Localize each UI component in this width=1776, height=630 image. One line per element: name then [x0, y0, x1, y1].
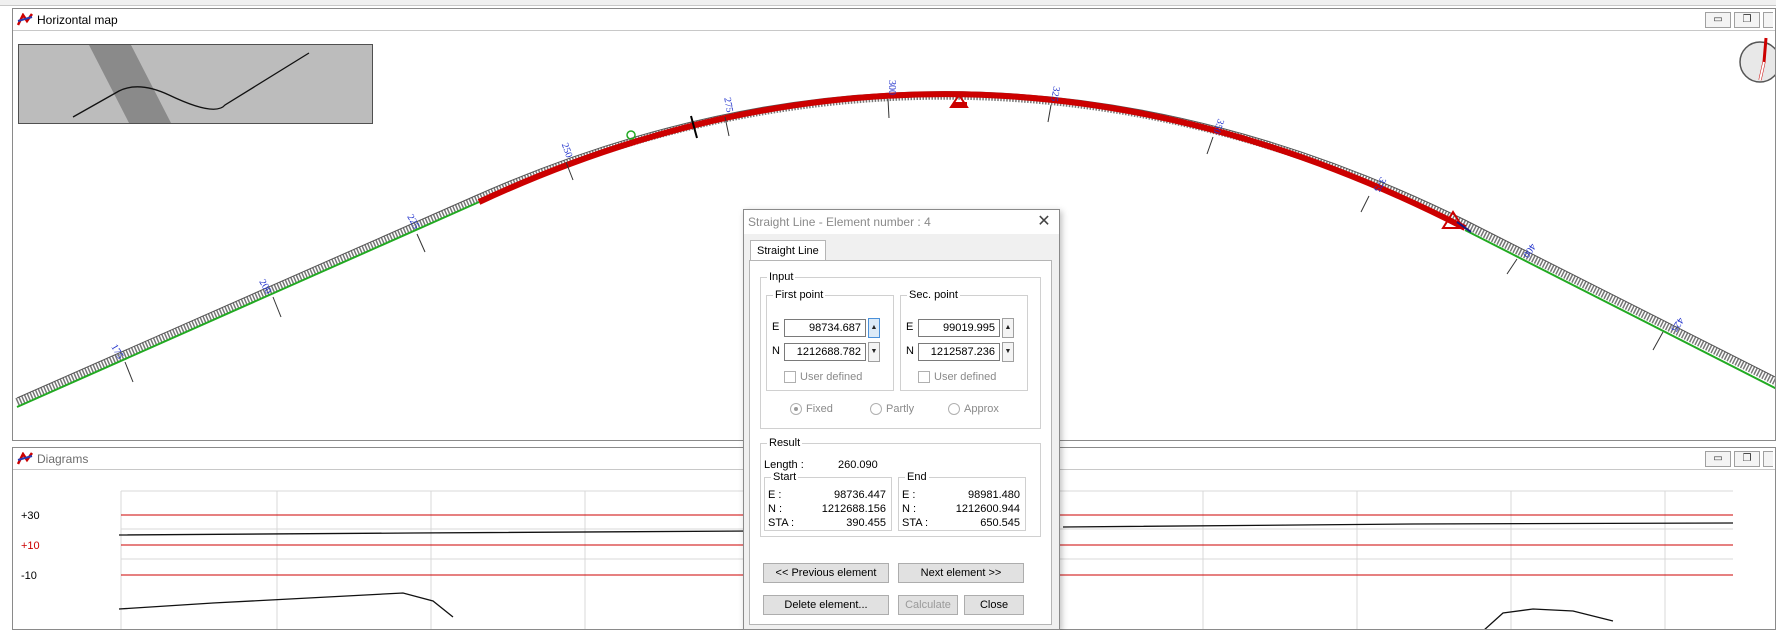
start-n-label: N : [768, 503, 783, 515]
window-title: Diagrams [37, 451, 89, 466]
spin-down-button[interactable]: ▼ [868, 342, 880, 362]
start-n-value: 1212688.156 [821, 503, 886, 515]
overview-minimap[interactable] [18, 44, 373, 124]
app-logo-icon [17, 451, 33, 465]
restore-button[interactable]: ❐ [1734, 451, 1760, 467]
station-label: 250 [559, 142, 574, 160]
sec-point-legend: Sec. point [909, 289, 958, 301]
sec-point-group: Sec. point [900, 289, 1028, 391]
length-label: Length : [764, 459, 804, 471]
y-axis-label: +10 [21, 540, 40, 552]
checkbox-box [784, 371, 796, 383]
end-sta-label: STA : [902, 517, 929, 529]
next-element-button[interactable]: Next element >> [898, 563, 1024, 583]
end-group: End [898, 471, 1026, 531]
radio-circle [790, 403, 802, 415]
radio-circle [870, 403, 882, 415]
sec-point-e-field[interactable]: 99019.995 [918, 319, 1000, 337]
first-e-label: E [772, 321, 780, 333]
curve-element [477, 91, 1467, 231]
station-label: 350 [1210, 117, 1225, 135]
delete-element-button[interactable]: Delete element... [763, 595, 889, 615]
checkbox-label: User defined [934, 371, 997, 383]
tangent-right [1464, 229, 1775, 390]
result-group: Result [760, 437, 1041, 537]
checkbox-label: User defined [800, 371, 863, 383]
straight-line-dialog: Straight Line - Element number : 4 ✕ Str… [743, 209, 1060, 630]
radio-label: Approx [964, 403, 999, 415]
first-n-label: N [772, 345, 780, 357]
first-point-n-field[interactable]: 1212688.782 [784, 343, 866, 361]
start-legend: Start [773, 471, 797, 483]
first-user-defined-checkbox[interactable]: User defined [784, 371, 862, 383]
close-icon[interactable]: ✕ [1037, 213, 1051, 230]
first-point-e-field[interactable]: 98734.687 [784, 319, 866, 337]
end-e-value: 98981.480 [968, 489, 1020, 501]
spin-up-button[interactable]: ▲ [868, 318, 880, 338]
length-value: 260.090 [838, 459, 878, 471]
previous-element-button[interactable]: << Previous element [763, 563, 889, 583]
sec-n-label: N [906, 345, 914, 357]
checkbox-box [918, 371, 930, 383]
restore-button[interactable]: ❐ [1734, 12, 1760, 28]
minimize-button[interactable]: ▭ [1705, 451, 1731, 467]
map-canvas[interactable]: 175 200 225 250 275 300 325 350 375 400 … [13, 32, 1775, 440]
end-sta-value: 650.545 [980, 517, 1020, 529]
result-legend: Result [769, 437, 801, 449]
first-point-legend: First point [775, 289, 824, 301]
close-button[interactable] [1763, 451, 1773, 467]
spin-down-button[interactable]: ▼ [1002, 342, 1014, 362]
input-legend: Input [769, 271, 794, 283]
station-label: 325 [1048, 86, 1061, 103]
y-axis-label: -10 [21, 570, 37, 582]
curve-end-marker [1441, 210, 1465, 229]
window-title: Horizontal map [37, 12, 118, 27]
station-label: 275 [721, 97, 734, 114]
radio-label: Fixed [806, 403, 833, 415]
radio-label: Partly [886, 403, 915, 415]
radio-circle [948, 403, 960, 415]
close-button[interactable]: Close [964, 595, 1024, 615]
radio-partly[interactable]: Partly [870, 403, 914, 415]
minimap-drawing [72, 45, 310, 123]
app-logo-icon [17, 12, 33, 26]
tangent-left [16, 201, 480, 408]
tab-straight-line[interactable]: Straight Line [750, 240, 826, 261]
north-arrow-icon [1739, 37, 1775, 83]
end-n-value: 1212600.944 [955, 503, 1020, 515]
minimize-button[interactable]: ▭ [1705, 12, 1731, 28]
end-legend: End [907, 471, 927, 483]
y-axis-label: +30 [21, 510, 40, 522]
sec-user-defined-checkbox[interactable]: User defined [918, 371, 996, 383]
profile-line-upper [118, 522, 1734, 536]
close-button[interactable] [1763, 12, 1773, 28]
horizontal-map-titlebar[interactable]: Horizontal map ▭ ❐ [13, 9, 1775, 31]
end-e-label: E : [902, 489, 916, 501]
end-n-label: N : [902, 503, 917, 515]
radio-fixed[interactable]: Fixed [790, 403, 833, 415]
dialog-title: Straight Line - Element number : 4 [748, 215, 931, 229]
dialog-titlebar[interactable]: Straight Line - Element number : 4 ✕ [744, 210, 1059, 234]
calculate-button[interactable]: Calculate [898, 595, 958, 615]
top-window-strip [0, 0, 1776, 6]
start-sta-label: STA : [768, 517, 795, 529]
start-group: Start [764, 471, 892, 531]
green-point-marker [626, 130, 636, 140]
start-e-value: 98736.447 [834, 489, 886, 501]
start-e-label: E : [768, 489, 782, 501]
start-sta-value: 390.455 [846, 517, 886, 529]
straight-line-tab-panel: Input First point E 98734.687 ▲ N 121268… [749, 260, 1052, 625]
sec-e-label: E [906, 321, 914, 333]
spin-up-button[interactable]: ▲ [1002, 318, 1014, 338]
sec-point-n-field[interactable]: 1212587.236 [918, 343, 1000, 361]
first-point-group: First point [766, 289, 894, 391]
input-group: Input [760, 271, 1041, 429]
profile-line-lower [118, 592, 1614, 629]
station-label: 300 [886, 80, 897, 95]
radio-approx[interactable]: Approx [948, 403, 999, 415]
alignment-drawing: 175 200 225 250 275 300 325 350 375 400 … [15, 80, 1775, 408]
